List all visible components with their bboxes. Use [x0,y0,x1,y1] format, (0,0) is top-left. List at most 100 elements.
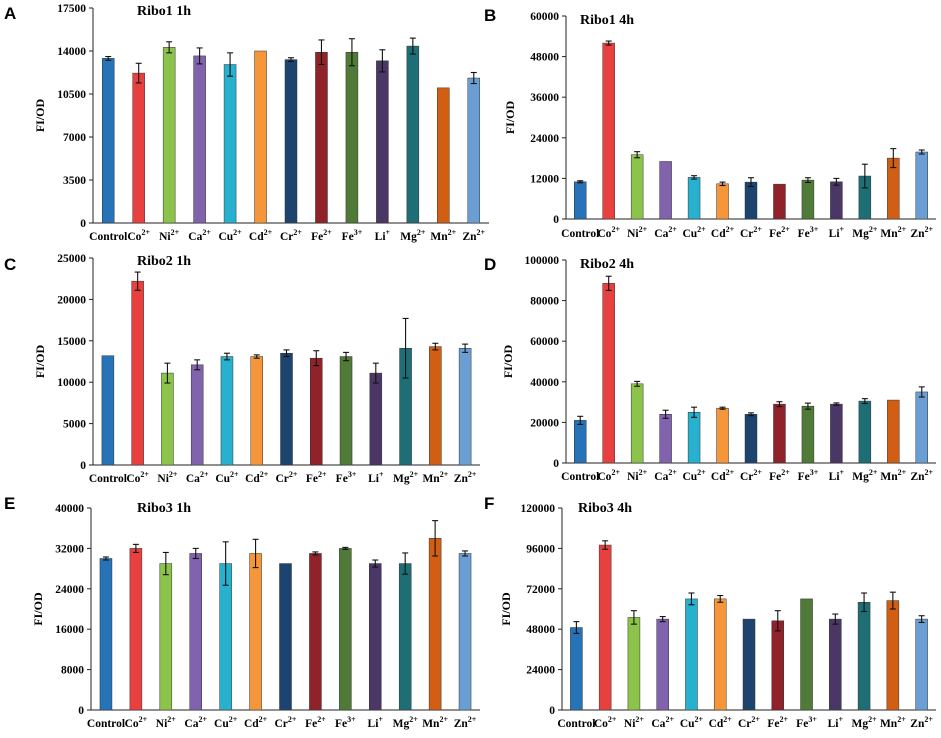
x-tick-label: Mg2+ [852,225,878,240]
panel-letter: F [484,494,494,513]
y-tick-label: 0 [553,214,559,226]
chart-panel-e: E Ribo3 1h FI/OD 0 8000 16000 24000 32000 40000 C… [4,494,480,730]
y-tick-label: 60000 [530,11,559,23]
y-tick-label: 15000 [57,336,86,348]
x-tick-charge: 3+ [808,715,817,724]
chart-title: Ribo2 1h [137,254,191,269]
x-tick-charge: 2+ [639,468,648,477]
x-tick-element: Ni [627,228,639,240]
bar [716,183,729,220]
x-tick-charge: 2+ [869,225,878,234]
x-tick-element: Li [368,718,380,730]
x-tick-charge: 2+ [417,228,426,237]
x-tick-label: Cu2+ [682,468,706,483]
bar [656,618,669,711]
y-tick-label: 40000 [55,503,84,515]
x-tick-charge: 2+ [697,468,706,477]
x-tick-label: Fe2+ [305,715,326,730]
x-tick-label: Fe2+ [769,468,790,483]
y-tick-label: 0 [80,218,86,230]
x-tick-charge: 2+ [697,225,706,234]
x-tick-element: Mg [393,718,410,730]
x-tick-element: Control [561,228,599,240]
panel-letter: E [4,494,15,513]
x-tick-charge: 2+ [409,715,418,724]
y-tick-label: 25000 [57,253,86,265]
y-axis-label: FI/OD [503,101,517,135]
bar [310,357,323,466]
bar [406,45,420,224]
y-tick-label: 0 [549,705,555,717]
bar [659,414,672,464]
chart-title: Ribo3 1h [137,501,191,516]
y-axis-label: FI/OD [501,345,515,379]
x-tick-element: Zn [910,471,925,483]
bar [99,558,113,711]
x-tick-charge: 2+ [924,715,933,724]
bar [161,372,174,466]
x-tick-charge: 2+ [639,225,648,234]
bar [687,412,701,464]
y-tick-label: 3500 [63,175,86,187]
x-tick-charge: 2+ [665,715,674,724]
x-tick-element: Fe [769,471,781,483]
chart-panel-d: D Ribo2 4h FI/OD 0 20000 40000 60000 80000 10000… [484,255,936,483]
x-tick-charge: 2+ [439,715,448,724]
x-tick-label: Li+ [829,225,845,240]
bar [193,55,206,224]
x-tick-charge: 2+ [198,715,207,724]
bar [685,598,698,711]
x-tick-element: Co [597,228,611,240]
x-tick-charge: 2+ [323,228,332,237]
bar [858,400,872,464]
bar [801,179,815,220]
x-tick-label: Mg2+ [393,715,419,730]
x-tick-charge: 2+ [611,468,620,477]
x-tick-label: Zn2+ [454,470,477,485]
bar [315,51,328,224]
y-tick-label: 24000 [530,133,559,145]
bar [830,403,843,464]
bar [190,364,204,466]
x-tick-element: Fe [767,718,779,730]
x-tick-label: Cr2+ [275,715,297,730]
x-tick-element: Mn [880,718,898,730]
x-tick-label: Mg2+ [393,470,419,485]
x-tick-charge: 2+ [925,225,934,234]
x-tick-element: Cu [680,718,695,730]
x-tick-element: Cu [215,473,230,485]
x-tick-label: Cd2+ [711,468,735,483]
x-tick-element: Fe [796,718,808,730]
x-tick-label: Co2+ [594,715,617,730]
bar [915,618,928,711]
x-tick-element: Control [89,473,127,485]
x-tick-element: Ca [654,471,668,483]
x-tick-charge: 2+ [410,470,419,479]
y-tick-label: 17500 [57,3,86,15]
bar [250,356,263,466]
chart-title: Ribo3 4h [578,501,632,516]
bar [159,563,173,711]
bar [773,403,786,464]
y-tick-label: 72000 [526,584,555,596]
x-tick-charge: 3+ [810,225,819,234]
x-tick-charge: 2+ [751,715,760,724]
x-tick-charge: 2+ [608,715,617,724]
x-tick-element: Ni [156,718,168,730]
x-tick-charge: 2+ [869,468,878,477]
x-tick-charge: 3+ [810,468,819,477]
panel-letter: D [484,255,496,274]
x-tick-label: Fe3+ [796,715,817,730]
chart-panel-c: C Ribo2 1h FI/OD 0 5000 10000 15000 20000 25000 C… [4,253,480,485]
y-tick-label: 0 [78,705,84,717]
x-tick-label: Control [561,228,599,240]
x-tick-element: Mn [880,228,898,240]
x-tick-charge: 2+ [167,715,176,724]
x-tick-charge: 2+ [289,470,298,479]
x-tick-charge: 2+ [635,715,644,724]
x-tick-charge: 2+ [233,228,242,237]
x-tick-charge: 2+ [317,715,326,724]
x-tick-element: Ni [157,473,169,485]
y-tick-label: 120000 [521,503,556,515]
x-tick-charge: 2+ [781,225,790,234]
